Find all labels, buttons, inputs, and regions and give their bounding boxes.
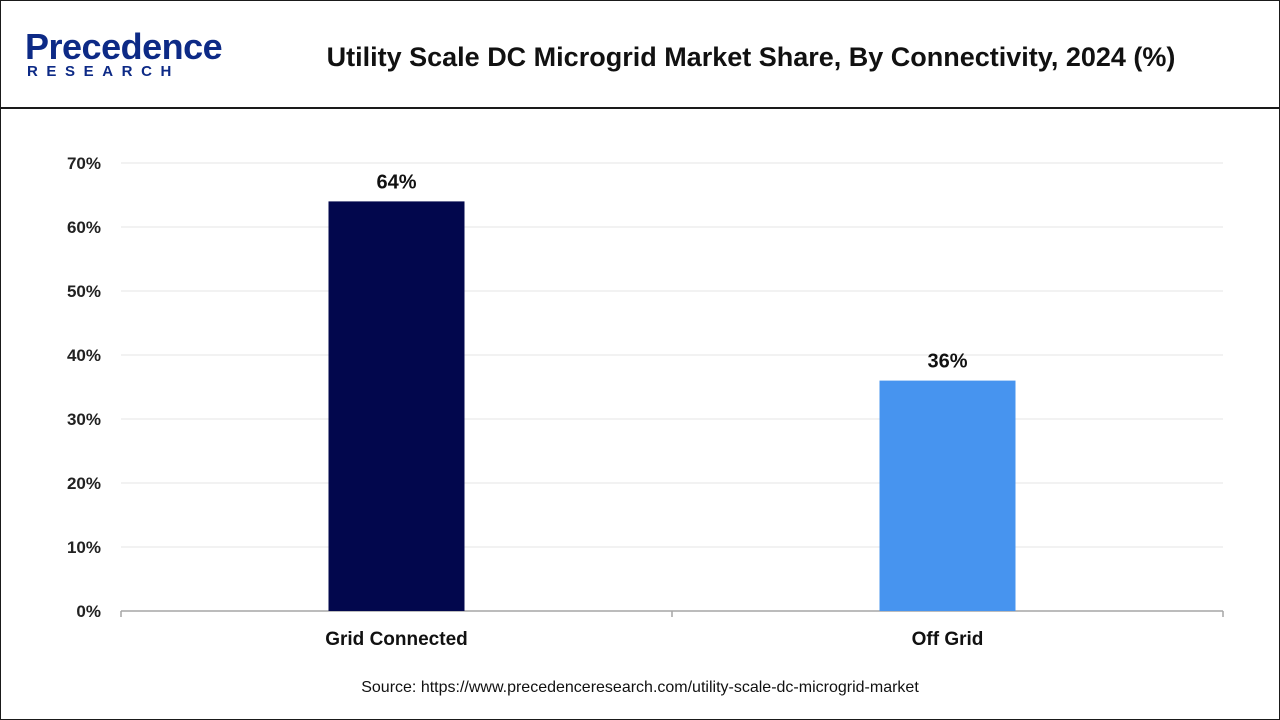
y-tick-label: 40% <box>67 346 101 365</box>
header: Precedence RESEARCH Utility Scale DC Mic… <box>1 1 1279 109</box>
bar-value-label: 64% <box>376 171 416 193</box>
y-tick-label: 0% <box>76 602 101 621</box>
y-tick-label: 20% <box>67 474 101 493</box>
y-tick-label: 60% <box>67 218 101 237</box>
chart-title: Utility Scale DC Microgrid Market Share,… <box>326 42 1176 72</box>
y-tick-label: 70% <box>67 154 101 173</box>
bar-value-label: 36% <box>927 351 967 373</box>
y-tick-label: 50% <box>67 282 101 301</box>
brand-logo: Precedence RESEARCH <box>23 27 223 85</box>
brand-logo-name: Precedence <box>25 26 223 67</box>
bar <box>879 380 1016 611</box>
bar-chart: 0% 10% 20% 30% 40% 50% 60% 70% 64% Grid Connected… <box>67 154 1224 650</box>
x-tick-label: Off Grid <box>912 629 984 650</box>
y-tick-label: 10% <box>67 538 101 557</box>
bar <box>328 201 465 611</box>
brand-logo-sub: RESEARCH <box>27 63 180 80</box>
source-note: Source: https://www.precedenceresearch.c… <box>361 679 919 696</box>
x-tick-label: Grid Connected <box>325 629 468 650</box>
y-tick-label: 30% <box>67 410 101 429</box>
